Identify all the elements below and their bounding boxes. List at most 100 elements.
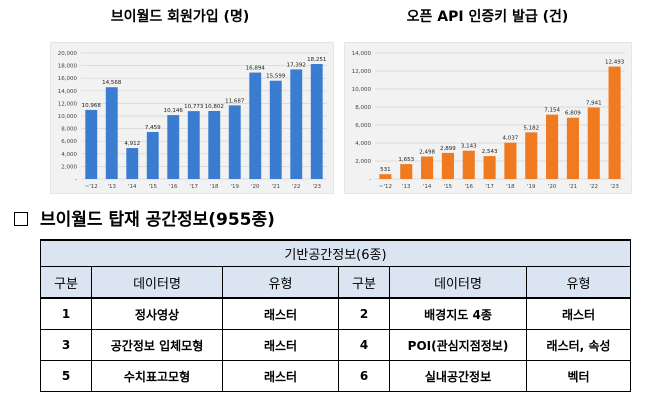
data-label: 3,143 xyxy=(461,144,477,150)
y-tick-label: 18,000 xyxy=(58,64,78,70)
data-label: 14,568 xyxy=(102,80,122,86)
header-data-name: 데이터명 xyxy=(91,266,223,299)
data-label: 5,182 xyxy=(523,125,539,131)
data-label: 2,899 xyxy=(440,146,456,152)
data-label: 7,941 xyxy=(586,101,602,107)
x-tick-label: '15 xyxy=(148,184,157,190)
x-tick-label: '13 xyxy=(107,184,116,190)
table-cell: 3 xyxy=(40,329,92,361)
x-tick-label: '16 xyxy=(169,184,178,190)
bar xyxy=(249,72,262,179)
table-cell: 2 xyxy=(338,297,390,330)
table-cell: 4 xyxy=(338,329,390,361)
y-tick-label: 4,000 xyxy=(355,141,371,147)
bar xyxy=(85,109,98,179)
bar xyxy=(187,111,200,179)
x-tick-label: ~'12 xyxy=(85,184,98,190)
bar xyxy=(126,148,139,179)
header-category: 구분 xyxy=(40,266,92,299)
data-label: 10,968 xyxy=(82,103,102,109)
x-tick-label: '23 xyxy=(312,184,321,190)
y-tick-label: 2,000 xyxy=(61,164,77,170)
table-cell: 래스터 xyxy=(222,329,339,361)
data-label: 12,493 xyxy=(605,60,625,66)
y-tick-label: 8,000 xyxy=(61,127,77,133)
bar xyxy=(421,156,434,179)
data-label: 10,773 xyxy=(184,104,204,110)
data-label: 531 xyxy=(380,167,391,173)
section-title: 브이월드 탑재 공간정보(955종) xyxy=(14,205,275,230)
x-tick-label: '22 xyxy=(589,184,598,190)
x-tick-label: '14 xyxy=(423,184,432,190)
x-tick-label: '18 xyxy=(506,184,515,190)
y-tick-label: - xyxy=(369,177,371,183)
bar xyxy=(269,80,282,179)
y-tick-label: 20,000 xyxy=(58,51,78,57)
table-row: 1 정사영상 래스터 2 배경지도 4종 래스터 xyxy=(40,297,631,330)
y-tick-label: - xyxy=(75,177,77,183)
table-cell: 래스터 xyxy=(222,360,339,392)
bar xyxy=(167,115,180,179)
data-label: 1,653 xyxy=(398,157,414,163)
table-row: 5 수치표고모형 래스터 6 실내공간정보 벡터 xyxy=(40,360,631,392)
data-label: 7,154 xyxy=(544,108,560,114)
y-tick-label: 6,000 xyxy=(61,139,77,145)
y-tick-label: 10,000 xyxy=(58,114,78,120)
table-cell: 6 xyxy=(338,360,390,392)
y-tick-label: 6,000 xyxy=(355,123,371,129)
bar xyxy=(146,132,159,179)
x-tick-label: '21 xyxy=(569,184,578,190)
table-header-row: 구분 데이터명 유형 구분 데이터명 유형 xyxy=(40,266,631,299)
table-cell: 실내공간정보 xyxy=(389,360,527,392)
x-tick-label: '16 xyxy=(464,184,473,190)
bar xyxy=(462,150,475,179)
table-cell: 정사영상 xyxy=(91,297,223,330)
x-tick-label: '14 xyxy=(128,184,137,190)
x-tick-label: ~'12 xyxy=(379,184,392,190)
x-tick-label: '19 xyxy=(230,184,239,190)
x-tick-label: '13 xyxy=(402,184,411,190)
bar xyxy=(379,174,392,179)
table-row: 3 공간정보 입체모형 래스터 4 POI(관심지점정보) 래스터, 속성 xyxy=(40,329,631,361)
y-tick-label: 12,000 xyxy=(352,69,372,75)
y-tick-label: 8,000 xyxy=(355,105,371,111)
table-cell: 수치표고모형 xyxy=(91,360,223,392)
x-tick-label: '20 xyxy=(251,184,260,190)
x-tick-label: '15 xyxy=(444,184,453,190)
y-tick-label: 10,000 xyxy=(352,87,372,93)
bar xyxy=(587,107,600,179)
data-label: 11,687 xyxy=(225,98,245,104)
spatial-info-table: 기반공간정보(6종) 구분 데이터명 유형 구분 데이터명 유형 1 정사영상 … xyxy=(40,239,631,392)
x-tick-label: '17 xyxy=(485,184,494,190)
y-tick-label: 14,000 xyxy=(352,51,372,57)
header-type-2: 유형 xyxy=(526,266,631,299)
bar xyxy=(290,69,303,179)
bar xyxy=(525,132,538,179)
chart-title-api-keys: 오픈 API 인증키 발급 (건) xyxy=(406,9,569,25)
data-label: 10,146 xyxy=(164,108,184,114)
data-label: 4,037 xyxy=(503,136,519,142)
table-cell: 공간정보 입체모형 xyxy=(91,329,223,361)
x-tick-label: '17 xyxy=(189,184,198,190)
y-tick-label: 4,000 xyxy=(61,152,77,158)
y-tick-label: 2,000 xyxy=(355,159,371,165)
table-cell: 래스터 xyxy=(526,297,631,330)
bar xyxy=(504,142,517,179)
x-tick-label: '20 xyxy=(548,184,557,190)
square-outline-icon xyxy=(14,212,28,226)
data-label: 10,802 xyxy=(205,104,224,110)
data-label: 18,251 xyxy=(307,57,326,63)
x-tick-label: '22 xyxy=(292,184,301,190)
data-label: 7,459 xyxy=(145,125,161,131)
x-tick-label: '18 xyxy=(210,184,219,190)
data-label: 6,809 xyxy=(565,111,581,117)
api-keys-chart-svg: - 2,000 4,000 6,000 8,000 10,000 12,000 14,000 5… xyxy=(352,51,625,190)
signups-chart-svg: - 2,000 4,000 6,000 8,000 10,000 12,000 14,000 1… xyxy=(58,51,327,190)
bar xyxy=(105,87,118,179)
data-label: 2,543 xyxy=(482,149,498,155)
header-category-2: 구분 xyxy=(338,266,390,299)
table-cell: 1 xyxy=(40,297,92,330)
table-cell: POI(관심지점정보) xyxy=(389,329,527,361)
table-cell: 래스터 xyxy=(222,297,339,330)
bar xyxy=(546,114,559,179)
